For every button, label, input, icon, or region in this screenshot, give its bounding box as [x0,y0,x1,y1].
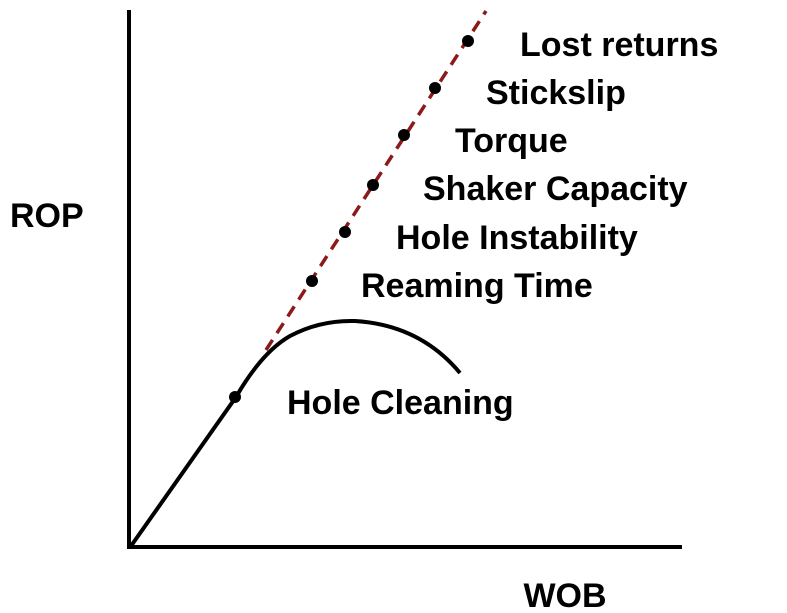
x-axis-label: WOB [523,577,606,613]
dot [462,35,474,47]
dot [398,129,410,141]
dot [306,275,318,287]
dot [429,82,441,94]
dot [339,226,351,238]
limit-label: Torque [455,122,568,160]
limit-label: Reaming Time [361,267,593,305]
rop-curve [129,318,462,548]
y-axis-label: ROP [10,197,84,235]
dot [229,391,241,403]
limit-label: Hole Instability [396,219,638,257]
limit-label: Shaker Capacity [423,170,688,208]
dot [367,179,379,191]
limit-label: Stickslip [486,74,626,112]
limit-label: Lost returns [520,26,718,64]
limit-dots [229,35,474,403]
curve-label: Hole Cleaning [287,384,514,422]
